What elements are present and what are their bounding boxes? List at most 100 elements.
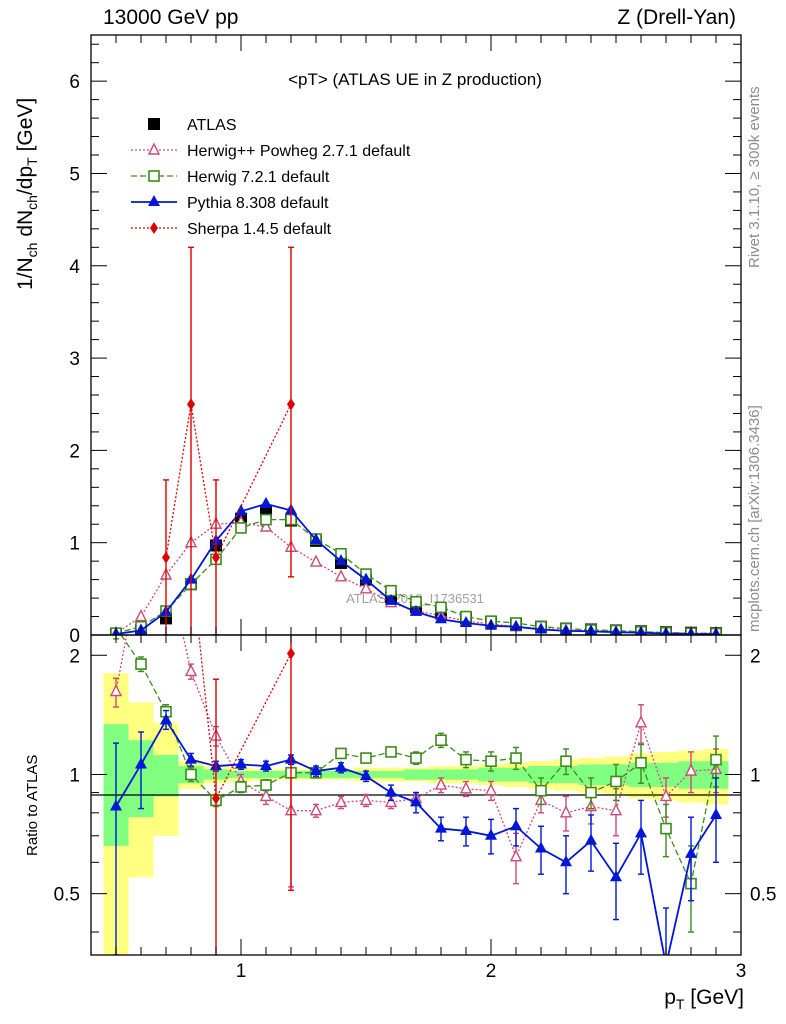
legend-label-herwig7: Herwig 7.2.1 default [187, 169, 330, 186]
legend-marker-herwig7 [148, 170, 160, 182]
pythia-ratio-point [235, 757, 247, 769]
pythia-ratio-point [560, 855, 572, 867]
ratio-y-tick-label-right: 1 [750, 765, 761, 786]
plot-title: <pT> (ATLAS UE in Z production) [288, 70, 542, 89]
pythia-point [360, 572, 372, 584]
y-tick-label: 1 [69, 534, 80, 555]
herwig7-ratio-point [610, 775, 622, 788]
legend-label-herwigpp: Herwig++ Powheg 2.7.1 default [187, 143, 411, 160]
pythia-ratio-point [310, 764, 322, 776]
herwigpp-point [359, 581, 373, 594]
ratio-band-green [428, 769, 454, 780]
y-tick-label: 0 [69, 626, 80, 647]
ratio-band-green [503, 767, 529, 782]
herwig7-ratio-point [360, 752, 372, 764]
ratio-y-tick-label: 0.5 [54, 885, 80, 906]
sherpa-ratio-line [198, 635, 292, 801]
pythia-point [510, 619, 522, 631]
ratio-band-green [578, 764, 604, 786]
sherpa-point [187, 398, 195, 411]
herwig7-ratio-point [710, 753, 722, 766]
herwigpp-ratio-point [509, 849, 523, 862]
herwig7-point [435, 601, 447, 614]
ratio-y-tick-label-right: 0.5 [750, 885, 776, 906]
pythia-ratio-point [685, 846, 697, 858]
herwigpp-ratio-point [609, 803, 623, 816]
sherpa-ratio-point [287, 647, 295, 660]
y-tick-label: 5 [69, 164, 80, 185]
herwig7-ratio-point [335, 747, 347, 760]
pythia-ratio-point [410, 795, 422, 807]
x-tick-label: 3 [736, 961, 747, 982]
legend-marker-atlas [148, 118, 160, 130]
header-energy: 13000 GeV pp [103, 6, 239, 29]
herwig7-ratio-point [535, 784, 547, 797]
main-panel-background [91, 35, 741, 635]
rivet-version-label: Rivet 3.1.10, ≥ 300k events [746, 86, 763, 268]
pythia-ratio-point [335, 760, 347, 772]
y-tick-label: 2 [69, 441, 80, 462]
herwigpp-ratio-point [659, 788, 673, 802]
pythia-ratio-point [485, 828, 497, 840]
herwigpp-ratio-point [109, 683, 123, 697]
herwig7-ratio-point [260, 779, 272, 791]
legend-label-pythia: Pythia 8.308 default [187, 195, 329, 212]
sherpa-point [212, 551, 220, 564]
pythia-point [260, 496, 272, 508]
y-axis-label-part: [GeV] [14, 97, 37, 158]
herwig7-ratio-point [185, 768, 197, 781]
herwigpp-point [309, 554, 323, 567]
herwigpp-ratio-point [484, 783, 498, 796]
y-tick-label: 3 [69, 349, 80, 370]
pythia-ratio-point [535, 841, 547, 853]
pythia-ratio-point [110, 799, 122, 811]
legend-label-sherpa: Sherpa 1.4.5 default [187, 221, 332, 238]
ratio-band-green [478, 767, 504, 782]
header-process: Z (Drell-Yan) [617, 6, 736, 29]
sherpa-line [165, 403, 292, 560]
herwig7-ratio-point [560, 755, 572, 768]
herwigpp-point [334, 569, 348, 582]
x-axis-label-sub: T [675, 996, 685, 1013]
herwig7-ratio-point [385, 746, 397, 758]
ratio-series-group [109, 635, 723, 969]
herwigpp-ratio-point [359, 792, 373, 806]
pythia-ratio-point [660, 958, 672, 969]
herwig7-point [235, 522, 247, 534]
pythia-point [335, 554, 347, 566]
herwigpp-ratio-point [259, 788, 273, 802]
axes-group: 1 2 3 0 1 2 3 4 5 6 0.5 0.5 1 1 2 2 [54, 34, 776, 982]
y-axis-label-sub: ch [24, 242, 41, 258]
herwigpp-point [134, 608, 148, 622]
ratio-band-green [378, 771, 404, 778]
pythia-ratio-point [460, 823, 472, 835]
herwigpp-point [259, 519, 273, 532]
herwigpp-ratio-point [559, 805, 573, 818]
sherpa-point [162, 551, 170, 564]
pythia-point [435, 612, 447, 624]
legend-marker-herwigpp [147, 142, 161, 155]
herwigpp-ratio-point [634, 715, 648, 728]
ratio-band-green [153, 754, 179, 797]
pythia-ratio-point [510, 819, 522, 831]
x-tick-label: 1 [236, 961, 247, 982]
ratio-y-axis-label: Ratio to ATLAS [24, 754, 41, 856]
mcplots-label: mcplots.cern.ch [arXiv:1306.3436] [746, 405, 763, 632]
herwig7-ratio-point [410, 752, 422, 764]
x-tick-label: 2 [486, 961, 497, 982]
pythia-ratio-point [185, 752, 197, 764]
pythia-point [410, 604, 422, 616]
pythia-ratio-point [635, 826, 647, 838]
herwig7-ratio-point [485, 755, 497, 768]
y-tick-label: 6 [69, 72, 80, 93]
herwigpp-ratio-point [434, 777, 448, 790]
ratio-band-green [328, 771, 354, 778]
pythia-point [310, 532, 322, 544]
legend: ATLAS Herwig++ Powheg 2.7.1 default Herwig… [131, 117, 411, 238]
herwigpp-ratio-point [184, 663, 198, 677]
pythia-point [385, 593, 397, 605]
legend-label-atlas: ATLAS [187, 117, 237, 134]
herwig7-ratio-point [635, 757, 647, 769]
herwig7-ratio-point [460, 753, 472, 766]
